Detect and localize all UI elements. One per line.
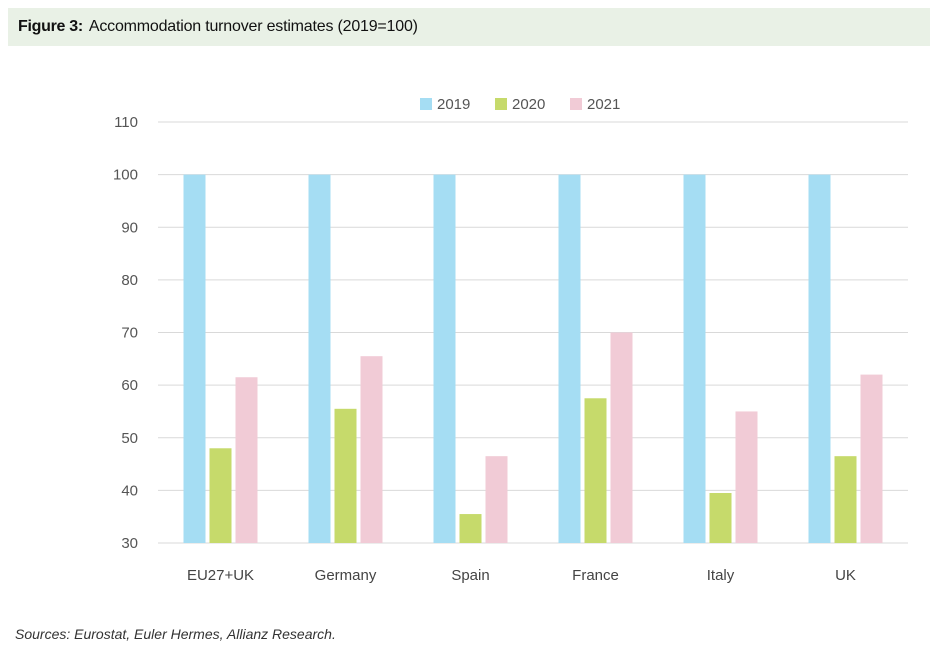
legend-label: 2020 — [512, 96, 545, 113]
source-note: Sources: Eurostat, Euler Hermes, Allianz… — [15, 626, 336, 642]
bar-2021 — [360, 356, 383, 543]
figure-label: Figure 3: — [18, 18, 83, 35]
bar-2021 — [860, 374, 883, 543]
figure-title-bar: Figure 3: Accommodation turnover estimat… — [8, 8, 930, 46]
bar-2020 — [834, 456, 857, 543]
y-tick-label: 110 — [114, 114, 138, 131]
y-tick-label: 50 — [121, 430, 138, 447]
y-tick-label: 70 — [121, 325, 138, 342]
legend-swatch — [495, 98, 507, 110]
x-tick-label: France — [572, 567, 619, 584]
bar-2019 — [308, 174, 331, 543]
bar-2021 — [235, 377, 258, 543]
bar-2021 — [735, 411, 758, 543]
x-tick-label: Germany — [315, 567, 377, 584]
y-tick-label: 60 — [121, 377, 138, 394]
y-tick-label: 80 — [121, 272, 138, 289]
bar-2021 — [485, 456, 508, 543]
y-tick-label: 90 — [121, 219, 138, 236]
x-tick-label: EU27+UK — [187, 567, 254, 584]
x-tick-label: Spain — [451, 567, 489, 584]
bar-2019 — [683, 174, 706, 543]
legend-label: 2021 — [587, 96, 620, 113]
bar-2019 — [433, 174, 456, 543]
x-tick-label: UK — [835, 567, 856, 584]
bar-2019 — [558, 174, 581, 543]
bar-2019 — [808, 174, 831, 543]
y-tick-label: 100 — [113, 167, 138, 184]
bar-2020 — [709, 493, 732, 543]
bar-2019 — [183, 174, 206, 543]
bar-2021 — [610, 332, 633, 543]
bar-2020 — [334, 408, 357, 543]
legend-swatch — [570, 98, 582, 110]
y-tick-label: 40 — [121, 482, 138, 499]
legend-swatch — [420, 98, 432, 110]
figure-title: Accommodation turnover estimates (2019=1… — [88, 18, 418, 35]
y-tick-label: 30 — [121, 535, 138, 552]
x-tick-label: Italy — [707, 567, 735, 584]
legend-label: 2019 — [437, 96, 470, 113]
bar-2020 — [209, 448, 232, 543]
bar-2020 — [459, 514, 482, 543]
bar-2020 — [584, 398, 607, 543]
